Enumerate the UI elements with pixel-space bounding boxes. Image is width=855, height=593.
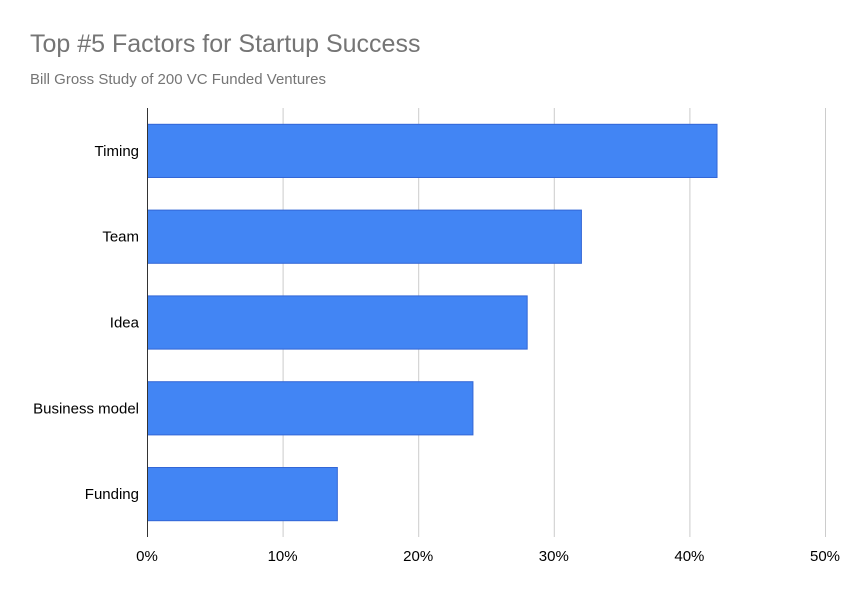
x-tick-label-1: 10% [268, 548, 298, 565]
category-label-4: Funding [85, 486, 139, 503]
chart-subtitle: Bill Gross Study of 200 VC Funded Ventur… [30, 71, 326, 88]
chart-title: Top #5 Factors for Startup Success [30, 30, 421, 58]
category-label-2: Idea [110, 315, 140, 332]
bar-4 [147, 467, 338, 522]
x-tick-label-0: 0% [136, 548, 158, 565]
category-labels: Timing Team Idea Business model Funding [33, 143, 140, 503]
bar-2 [147, 295, 528, 350]
category-label-1: Team [102, 229, 139, 246]
x-tick-label-3: 30% [539, 548, 569, 565]
bar-1 [147, 209, 582, 264]
x-tick-labels: 0% 10% 20% 30% 40% 50% [136, 548, 840, 565]
x-tick-label-5: 50% [810, 548, 840, 565]
category-label-3: Business model [33, 400, 139, 417]
bar-3 [147, 381, 474, 436]
x-tick-label-2: 20% [403, 548, 433, 565]
bars [147, 123, 718, 522]
bar-0 [147, 123, 718, 178]
category-label-0: Timing [95, 143, 139, 160]
x-tick-label-4: 40% [674, 548, 704, 565]
